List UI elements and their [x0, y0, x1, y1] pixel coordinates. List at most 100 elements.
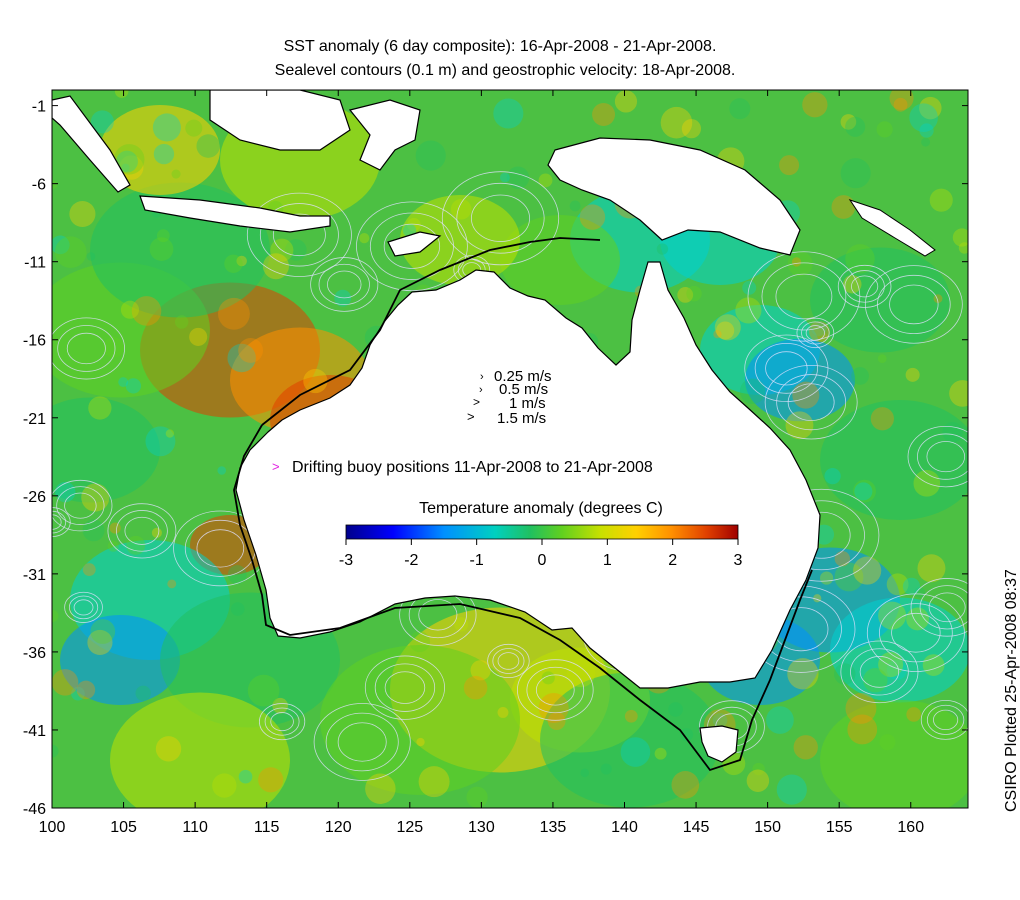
x-axis: 100 105 110 115 120 125 130 135 140 145 150 155 160	[39, 90, 924, 836]
anomaly-speck	[107, 540, 119, 552]
anomaly-speck	[155, 736, 182, 762]
sealevel-contour	[52, 479, 113, 532]
sealevel-contour	[64, 591, 103, 623]
y-tick-label: -6	[32, 177, 46, 194]
shelf-contour-north	[261, 237, 601, 426]
anomaly-speck	[592, 102, 616, 126]
sulawesi-landmass	[348, 99, 421, 171]
anomaly-speck	[212, 773, 237, 798]
anomaly-patch	[540, 672, 720, 808]
anomaly-speck	[889, 90, 914, 111]
sealevel-contour	[337, 722, 387, 762]
sealevel-contour	[492, 648, 525, 674]
buoy-legend: > Drifting buoy positions 11-Apr-2008 to…	[272, 459, 653, 476]
sealevel-contour	[259, 203, 339, 267]
sealevel-contour	[487, 643, 530, 679]
anomaly-speck	[787, 658, 819, 690]
sealevel-contour	[116, 510, 168, 552]
anomaly-speck	[126, 535, 146, 555]
new-guinea-landmass	[547, 137, 801, 256]
sealevel-contour	[356, 201, 468, 292]
anomaly-speck	[165, 429, 175, 438]
anomaly-speck	[196, 134, 220, 158]
tasmania-landmass	[699, 725, 739, 763]
anomaly-speck	[714, 314, 741, 341]
anomaly-speck	[55, 481, 76, 503]
anomaly-patch	[745, 338, 855, 422]
anomaly-speck	[893, 97, 908, 112]
anomaly-speck	[272, 697, 289, 714]
anomaly-speck	[809, 321, 830, 343]
sealevel-contour	[754, 342, 818, 394]
anomaly-speck	[929, 188, 953, 212]
y-tick-label: -41	[23, 723, 46, 740]
sealevel-contour	[796, 317, 835, 349]
anomaly-speck	[114, 90, 129, 98]
y-tick-label: -46	[23, 801, 46, 818]
sealevel-contour	[57, 325, 116, 372]
anomaly-speck	[224, 254, 243, 273]
anomaly-speck	[949, 380, 968, 407]
anomaly-speck	[82, 519, 105, 542]
anomaly-speck	[917, 554, 946, 583]
anomaly-speck	[52, 669, 79, 696]
anomaly-patch	[52, 397, 160, 503]
anomaly-speck	[942, 421, 963, 443]
sealevel-contour	[851, 275, 879, 298]
anomaly-speck	[853, 479, 876, 503]
title-line-2: Sealevel contours (0.1 m) and geostrophi…	[274, 62, 736, 79]
y-tick-label: -21	[23, 411, 46, 428]
anomaly-speck	[909, 103, 938, 133]
anomaly-speck	[919, 123, 934, 138]
anomaly-speck	[729, 98, 751, 120]
anomaly-speck	[566, 658, 596, 688]
anomaly-speck	[156, 229, 170, 243]
anomaly-speck	[466, 786, 488, 808]
anomaly-speck	[416, 737, 425, 747]
x-tick-label: 155	[826, 819, 853, 836]
anomaly-speck	[802, 92, 828, 118]
y-tick-label: -36	[23, 645, 46, 662]
anomaly-speck	[886, 659, 908, 680]
sealevel-contour	[258, 703, 306, 741]
anomaly-patch	[830, 597, 968, 703]
y-tick-label: -1	[32, 99, 46, 116]
sealevel-contour	[369, 212, 454, 280]
anomaly-patch	[400, 195, 520, 285]
anomaly-speck	[851, 367, 869, 385]
anomaly-speck	[185, 119, 203, 137]
title-line-1: SST anomaly (6 day composite): 16-Apr-20…	[283, 38, 717, 55]
anomaly-speck	[547, 712, 566, 730]
anomaly-speck	[905, 367, 920, 382]
anomaly-speck	[686, 285, 702, 302]
buoy-legend-label: Drifting buoy positions 11-Apr-2008 to 2…	[292, 459, 653, 476]
anomaly-speck	[845, 693, 877, 724]
anomaly-speck	[118, 155, 144, 180]
anomaly-speck	[121, 163, 130, 172]
anomaly-speck	[113, 144, 145, 175]
anomaly-speck	[579, 204, 606, 230]
anomaly-speck	[499, 172, 510, 183]
colorbar-tick-label: 1	[603, 552, 612, 569]
sealevel-contour	[52, 317, 125, 380]
sealevel-contour	[891, 612, 941, 653]
anomaly-speck	[853, 556, 882, 585]
velocity-key-arrow-3: >	[473, 395, 480, 409]
sealevel-contour	[272, 213, 326, 257]
anomaly-speck	[854, 482, 873, 501]
sealevel-contour	[374, 663, 436, 712]
sealevel-contour	[64, 492, 97, 519]
sealevel-contour	[441, 171, 560, 266]
sealevel-contour	[270, 712, 294, 732]
anomaly-speck	[766, 706, 794, 734]
anomaly-speck	[863, 668, 888, 693]
anomaly-speck	[90, 110, 114, 134]
anomaly-speck	[819, 571, 834, 585]
x-tick-label: 160	[897, 819, 924, 836]
anomaly-speck	[919, 96, 942, 120]
anomaly-speck	[843, 275, 862, 294]
anomaly-speck	[538, 173, 553, 188]
anomaly-speck	[811, 320, 827, 337]
solomon-islands	[848, 199, 936, 257]
anomaly-speck	[506, 166, 530, 189]
